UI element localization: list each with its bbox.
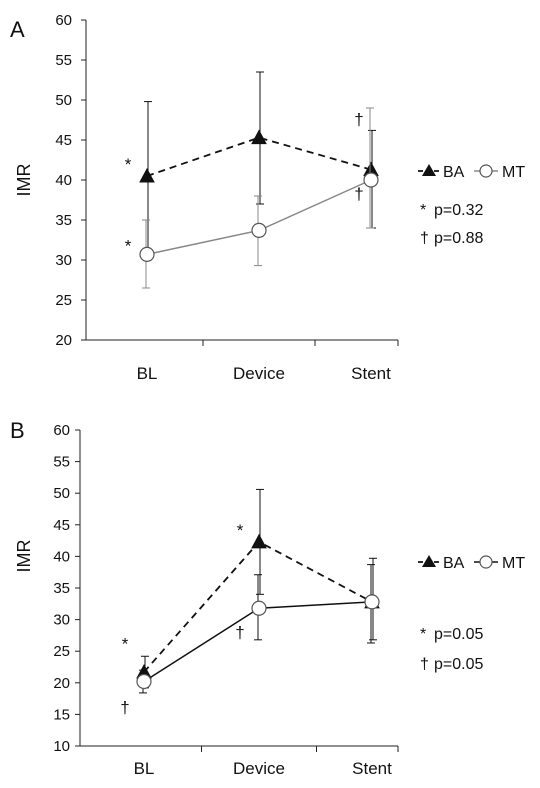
note-text: p=0.05 (434, 626, 483, 643)
legend: BA MT (418, 555, 525, 572)
legend-label-ba: BA (443, 164, 465, 181)
y-tick-label: 35 (53, 580, 70, 597)
note-text: p=0.32 (434, 202, 483, 219)
data-point-mt (363, 172, 379, 188)
panel-label: A (10, 17, 25, 42)
x-tick-label: Stent (351, 364, 391, 383)
x-tick-label: BL (137, 364, 158, 383)
y-tick-label: 25 (53, 643, 70, 660)
series-line-ba (146, 136, 372, 177)
y-tick-label: 20 (55, 332, 72, 349)
y-tick-label: 55 (53, 454, 70, 471)
data-point-ba (251, 533, 267, 549)
legend-marker-mt (479, 555, 493, 569)
data-point-mt (251, 600, 267, 616)
significance-mark: † (354, 185, 363, 204)
y-tick-label: 50 (53, 485, 70, 502)
legend-marker-mt (479, 164, 493, 178)
note-symbol: † (420, 230, 429, 247)
note-symbol: * (420, 202, 426, 219)
y-tick-label: 30 (53, 612, 70, 629)
x-tick-label: Device (233, 759, 285, 778)
note-text: p=0.88 (434, 230, 483, 247)
y-axis-title: IMR (14, 164, 34, 197)
data-point-mt (136, 673, 152, 690)
significance-mark: † (235, 623, 244, 642)
y-tick-label: 35 (55, 212, 72, 229)
significance-mark: † (120, 698, 129, 717)
y-tick-label: 10 (53, 738, 70, 755)
note-text: p=0.05 (434, 656, 483, 673)
chart-a-svg: A IMR 20 25 30 35 40 45 50 55 60 BL Device Stent * * † † B… (10, 12, 525, 383)
x-tick-label: Device (233, 364, 285, 383)
significance-mark: * (125, 237, 132, 256)
y-tick-label: 60 (55, 12, 72, 29)
y-tick-label: 15 (53, 706, 70, 723)
legend-label-mt: MT (502, 555, 525, 572)
chart-b-svg: B IMR 10 15 20 25 30 35 40 45 50 55 60 BL Device Stent *… (10, 418, 525, 778)
data-point-mt (139, 246, 155, 262)
data-point-mt (364, 594, 380, 610)
data-point-ba (251, 129, 267, 145)
data-point-ba (139, 167, 155, 183)
y-tick-label: 40 (53, 548, 70, 565)
series-line-mt (146, 179, 372, 256)
y-tick-label: 55 (55, 52, 72, 69)
x-tick-label: BL (134, 759, 155, 778)
legend-marker-ba (422, 164, 436, 176)
note-symbol: † (420, 656, 429, 673)
significance-mark: † (354, 110, 363, 129)
legend-label-mt: MT (502, 164, 525, 181)
y-tick-label: 50 (55, 92, 72, 109)
x-tick-label: Stent (352, 759, 392, 778)
y-tick-label: 20 (53, 675, 70, 692)
y-tick-label: 45 (55, 132, 72, 149)
data-point-mt (251, 222, 267, 238)
y-tick-label: 60 (53, 422, 70, 439)
chart-panel-b: B IMR 10 15 20 25 30 35 40 45 50 55 60 BL Device Stent *… (0, 394, 540, 788)
y-axis-title: IMR (14, 540, 34, 573)
legend-label-ba: BA (443, 555, 465, 572)
significance-mark: * (122, 635, 129, 654)
y-tick-label: 30 (55, 252, 72, 269)
chart-panel-a: A IMR 20 25 30 35 40 45 50 55 60 BL Device Stent * * † † B… (10, 12, 525, 383)
significance-mark: * (237, 521, 244, 540)
panel-label: B (10, 418, 25, 443)
y-tick-label: 25 (55, 292, 72, 309)
note-symbol: * (420, 626, 426, 643)
significance-mark: * (125, 155, 132, 174)
legend-marker-ba (422, 555, 436, 567)
y-tick-label: 40 (55, 172, 72, 189)
y-tick-label: 45 (53, 517, 70, 534)
legend: BA MT (418, 164, 525, 181)
